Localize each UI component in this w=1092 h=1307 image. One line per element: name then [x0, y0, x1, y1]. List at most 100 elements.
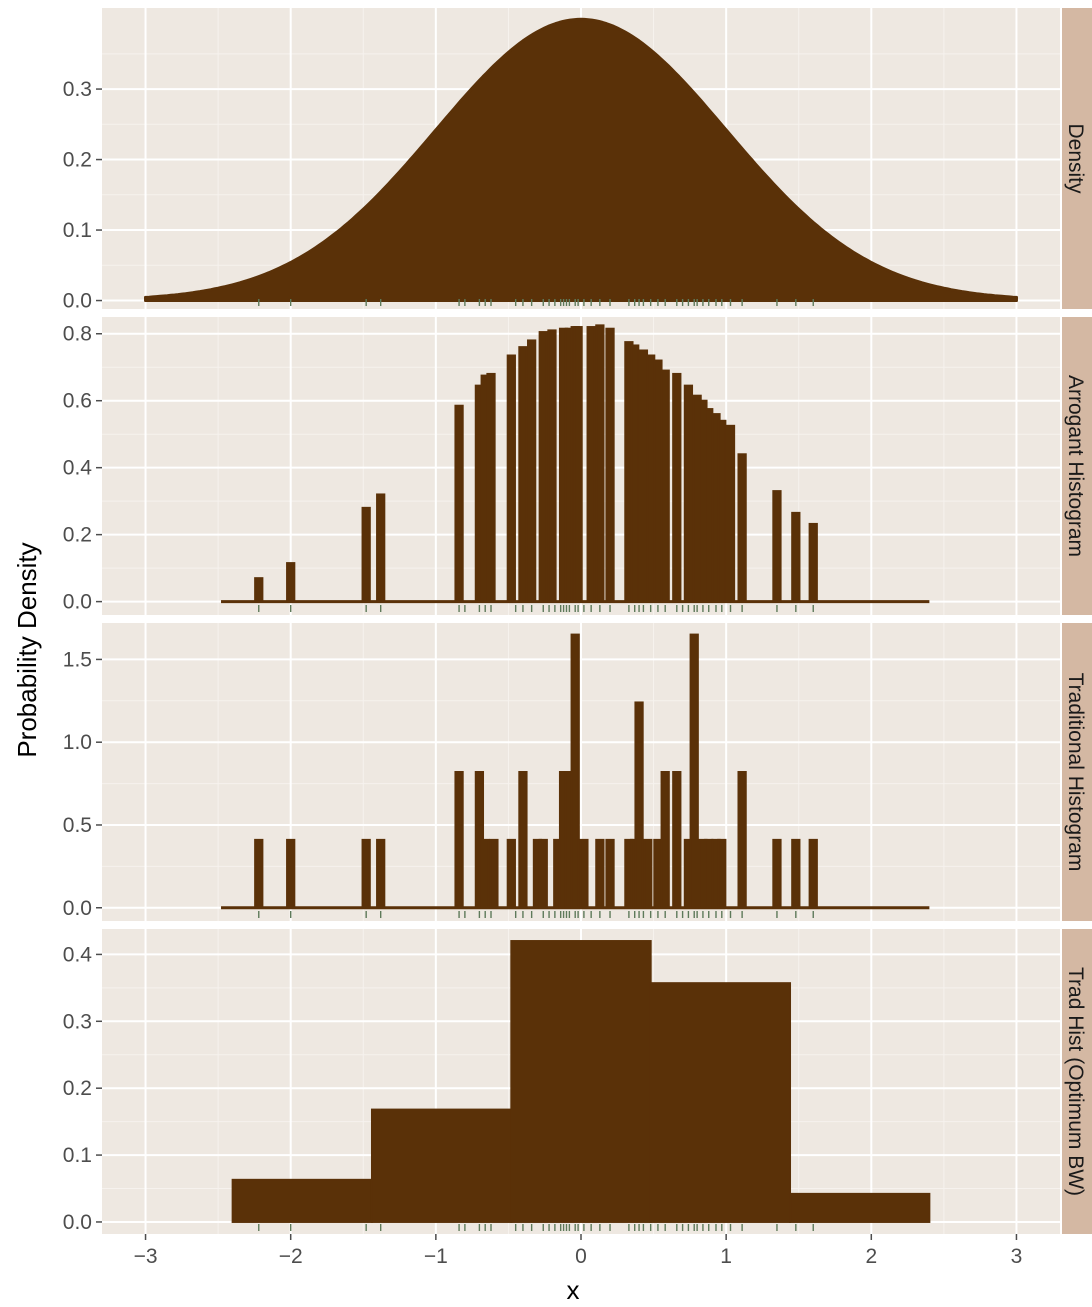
panel-3: Traditional Histogram 0.0 0.5 1.0 1.5: [63, 623, 1092, 921]
histogram-bar: [704, 408, 714, 603]
x-tick-label: 1: [720, 1245, 732, 1268]
histogram-bin: [231, 1178, 373, 1223]
panel-4: Trad Hist (Optimum BW) 0.0 0.1 0.2 0.3 0.4: [63, 929, 1092, 1234]
x-tick-label: −2: [279, 1245, 303, 1268]
histogram-bar: [518, 346, 528, 603]
histogram-bar: [376, 838, 386, 909]
strip-label: Arrogant Histogram: [1064, 375, 1087, 557]
histogram-bar: [361, 506, 371, 603]
histogram-bar: [518, 771, 528, 909]
x-tick-label: −3: [134, 1245, 158, 1268]
histogram-bar: [454, 771, 464, 909]
histogram-bar: [586, 326, 596, 603]
histogram-bar: [704, 838, 714, 909]
histogram-bar: [595, 838, 605, 909]
y-tick-label: 0.1: [63, 1144, 92, 1167]
y-tick-label: 0.4: [63, 457, 93, 480]
x-tick-label: 3: [1011, 1245, 1023, 1268]
histogram-bin: [370, 1108, 513, 1223]
histogram-bar: [286, 838, 296, 909]
y-tick-label: 1.5: [63, 648, 92, 671]
histogram-bar: [486, 372, 496, 603]
y-tick-label: 0.6: [63, 390, 92, 413]
histogram-bar: [254, 838, 264, 909]
panel-2: Arrogant Histogram 0.0 0.2 0.4 0.6 0.8: [63, 317, 1092, 615]
x-tick-label: 0: [575, 1245, 587, 1268]
y-tick-label: 0.3: [63, 78, 92, 101]
histogram-bar: [605, 838, 615, 909]
y-tick-label: 0.2: [63, 524, 92, 547]
y-tick-label: 0.3: [63, 1010, 92, 1033]
x-tick-label: −1: [424, 1245, 448, 1268]
facet-strip: [1062, 317, 1092, 615]
facet-strip: [1062, 623, 1092, 921]
histogram-bar: [808, 838, 818, 909]
histogram-bar: [717, 838, 727, 909]
y-axis-title: Probability Density: [12, 542, 42, 757]
panels: Density 0.0 0.1 0.2 0.3 Arrogant Histogram 0.0…: [63, 8, 1092, 1234]
strip-label: Traditional Histogram: [1064, 673, 1087, 872]
histogram-bin: [789, 1192, 931, 1223]
y-tick-label: 0.0: [63, 1211, 92, 1234]
y-tick-label: 0.4: [63, 943, 93, 966]
histogram-bar: [737, 771, 747, 909]
histogram-bar: [772, 838, 782, 909]
y-tick-label: 1.0: [63, 731, 92, 754]
y-tick-label: 0.0: [63, 897, 92, 920]
histogram-bar: [538, 331, 548, 603]
histogram-bar: [579, 838, 589, 909]
histogram-bar: [634, 701, 644, 909]
histogram-bar: [672, 372, 682, 603]
histogram-bar: [672, 771, 682, 909]
histogram-bar: [361, 838, 371, 909]
strip-label: Density: [1064, 123, 1087, 194]
panel-1: Density 0.0 0.1 0.2 0.3: [63, 8, 1092, 313]
histogram-bar: [717, 419, 727, 603]
y-tick-label: 0.8: [63, 323, 92, 346]
histogram-bar: [638, 349, 649, 603]
histogram-bar: [725, 424, 736, 603]
y-tick-label: 0.0: [63, 290, 92, 313]
histogram-bar: [643, 838, 653, 909]
histogram-bar: [772, 490, 782, 603]
histogram-bar: [791, 838, 801, 909]
histogram-bar: [660, 369, 670, 603]
density-area: [144, 17, 1018, 303]
histogram-bar: [254, 577, 264, 603]
histogram-bar: [653, 838, 663, 909]
histogram-bar: [683, 384, 694, 603]
histogram-bar: [630, 344, 640, 603]
histogram-bar: [605, 327, 615, 603]
histogram-bin: [510, 940, 652, 1223]
histogram-bin: [649, 982, 792, 1223]
facet-strip: [1062, 8, 1092, 309]
histogram-bar: [660, 771, 670, 909]
histogram-bar: [489, 838, 499, 909]
histogram-bar: [646, 354, 656, 603]
y-tick-label: 0.2: [63, 149, 92, 172]
x-axis: −3 −2 −1 0 1 2 3: [134, 1234, 1023, 1268]
histogram-bar: [808, 522, 818, 603]
histogram-bar: [737, 453, 747, 603]
histogram-bar: [286, 562, 296, 603]
y-tick-label: 0.5: [63, 814, 92, 837]
histogram-bar: [595, 324, 605, 603]
y-tick-label: 0.1: [63, 219, 92, 242]
strip-label: Trad Hist (Optimum BW): [1064, 967, 1087, 1196]
x-axis-title: x: [567, 1275, 580, 1305]
histogram-bar: [570, 633, 580, 909]
histogram-bar: [480, 838, 490, 909]
y-tick-label: 0.2: [63, 1077, 92, 1100]
histogram-bar: [573, 326, 583, 603]
y-tick-label: 0.0: [63, 591, 92, 614]
histogram-bar: [689, 633, 699, 909]
x-tick-label: 2: [865, 1245, 877, 1268]
histogram-bar: [376, 493, 386, 603]
histogram-bar: [538, 838, 548, 909]
histogram-bar: [791, 511, 801, 603]
histogram-bar: [454, 404, 464, 603]
histogram-bar: [506, 354, 516, 603]
histogram-bar: [527, 339, 537, 603]
facet-strip: [1062, 929, 1092, 1234]
